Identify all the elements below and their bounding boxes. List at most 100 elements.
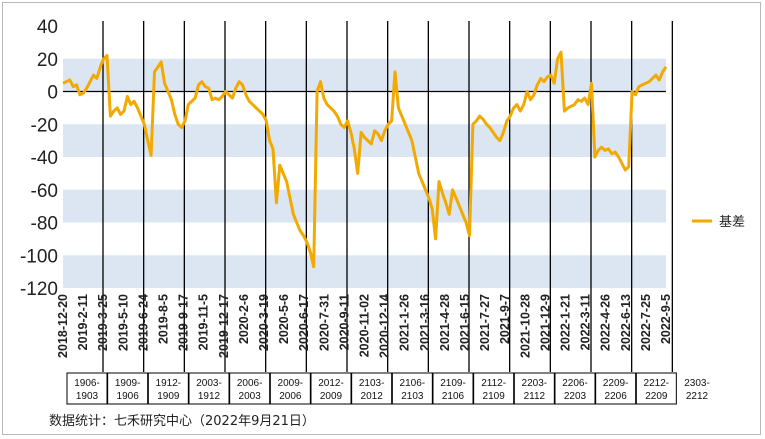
contract-label: 2106 bbox=[442, 391, 465, 402]
contract-label: 2112 bbox=[524, 391, 546, 402]
x-tick-label: 2021-9-7 bbox=[498, 294, 512, 344]
legend: 基差 bbox=[692, 215, 745, 230]
contract-box bbox=[188, 372, 230, 405]
x-tick-label: 2020-11-02 bbox=[358, 294, 372, 357]
contract-label: 2209- bbox=[603, 378, 629, 389]
contract-label: 1909 bbox=[157, 391, 180, 402]
series-line-basis bbox=[62, 50, 668, 269]
y-tick-label: 40 bbox=[37, 17, 58, 38]
contract-label: 2003- bbox=[196, 378, 222, 389]
x-tick-label: 2019-12-17 bbox=[217, 294, 231, 358]
contract-label: 2009 bbox=[320, 391, 343, 402]
x-tick-label: 2021-10-28 bbox=[518, 294, 532, 358]
x-tick-label: 2020-9-11 bbox=[337, 294, 351, 350]
contract-label: 2103- bbox=[359, 378, 385, 389]
x-tick-label: 2021-4-28 bbox=[438, 294, 452, 351]
x-tick-label: 2022-1-21 bbox=[559, 294, 573, 351]
band bbox=[63, 255, 666, 288]
source-note: 数据统计：七禾研究中心（2022年9月21日） bbox=[49, 414, 315, 429]
x-tick-label: 2022-3-11 bbox=[579, 294, 593, 350]
contract-label: 1903 bbox=[76, 391, 99, 402]
contract-box bbox=[147, 372, 189, 405]
x-tick-label: 2021-6-15 bbox=[458, 294, 472, 351]
contract-label: 2009- bbox=[278, 378, 304, 389]
band bbox=[63, 189, 666, 223]
x-tick-label: 2019-9-17 bbox=[177, 294, 191, 351]
contract-label: 2203 bbox=[564, 391, 587, 402]
x-tick-label: 2021-12-9 bbox=[538, 294, 552, 351]
x-tick-label: 2021-3-16 bbox=[418, 294, 432, 351]
y-tick-label: -60 bbox=[31, 181, 58, 202]
contract-label: 2006 bbox=[279, 391, 302, 402]
contract-box bbox=[554, 372, 596, 405]
background-bands bbox=[63, 58, 666, 288]
y-tick-label: -40 bbox=[31, 148, 58, 169]
x-tick-label: 2019-5-10 bbox=[116, 294, 130, 351]
x-tick-label: 2021-7-27 bbox=[478, 294, 492, 351]
band bbox=[63, 124, 666, 157]
contract-label: 2206 bbox=[605, 391, 628, 402]
x-tick-label: 2022-9-5 bbox=[659, 294, 673, 344]
contract-label: 2003 bbox=[239, 391, 262, 402]
contract-label: 1912 bbox=[198, 391, 221, 402]
contract-box bbox=[229, 372, 271, 405]
contract-label: 1912- bbox=[156, 378, 182, 389]
contract-box bbox=[66, 372, 108, 405]
contract-box bbox=[391, 372, 433, 405]
x-tick-label: 2019-11-5 bbox=[197, 294, 211, 350]
contract-box bbox=[269, 372, 311, 405]
contract-box bbox=[107, 372, 149, 405]
contract-label: 2203- bbox=[522, 378, 548, 389]
contract-label: 2012 bbox=[361, 391, 384, 402]
contract-label: 2112- bbox=[481, 378, 506, 389]
x-tick-label: 2022-4-26 bbox=[599, 294, 613, 351]
chart-frame bbox=[2, 2, 761, 435]
x-tick-label: 2020-7-31 bbox=[317, 294, 331, 351]
contract-label: 2206- bbox=[562, 378, 588, 389]
contract-label: 2212 bbox=[686, 391, 709, 402]
y-tick-label: -80 bbox=[31, 214, 58, 235]
y-tick-label: 0 bbox=[47, 83, 58, 104]
x-tick-label: 2022-7-25 bbox=[639, 294, 653, 351]
y-tick-label: -120 bbox=[20, 279, 58, 300]
legend-label: 基差 bbox=[719, 215, 745, 230]
contract-label: 2303- bbox=[684, 378, 710, 389]
x-tick-label: 2021-1-26 bbox=[398, 294, 412, 351]
x-tick-label: 2019-6-24 bbox=[136, 294, 150, 351]
y-tick-label: 20 bbox=[37, 50, 58, 71]
contract-label: 2006- bbox=[237, 378, 263, 389]
x-tick-label: 2020-2-6 bbox=[237, 294, 251, 344]
contract-label: 2106- bbox=[400, 378, 426, 389]
y-tick-label: -100 bbox=[20, 246, 58, 267]
contract-label: 2212- bbox=[644, 378, 670, 389]
contract-box bbox=[310, 372, 352, 405]
contract-label: 2109 bbox=[483, 391, 506, 402]
x-tick-label: 2019-8-5 bbox=[157, 294, 171, 344]
contract-label: 1906- bbox=[74, 378, 100, 389]
contract-box bbox=[432, 372, 474, 405]
x-tick-label: 2020-3-19 bbox=[257, 294, 271, 351]
contract-label: 2209 bbox=[645, 391, 668, 402]
contract-boxes: 1906- 1903 1909- 1906 1912- 1909 2003- 1912 2006… bbox=[66, 372, 710, 405]
y-tick-label: -20 bbox=[31, 115, 58, 136]
contract-label: 2012- bbox=[318, 378, 344, 389]
contract-box bbox=[635, 372, 677, 405]
contract-box bbox=[513, 372, 555, 405]
contract-label: 1906 bbox=[117, 391, 140, 402]
x-tick-label: 2020-6-17 bbox=[297, 294, 311, 351]
contract-box bbox=[351, 372, 393, 405]
contract-box bbox=[473, 372, 515, 405]
x-tick-label: 2022-6-13 bbox=[619, 294, 633, 351]
x-tick-label: 2020-12-14 bbox=[378, 294, 392, 358]
contract-label: 2103 bbox=[401, 391, 424, 402]
x-tick-label: 2018-12-20 bbox=[56, 294, 70, 358]
contract-label: 1909- bbox=[115, 378, 141, 389]
contract-box bbox=[595, 372, 637, 405]
x-axis-labels: 2018-12-20 2019-2-11 2019-3-25 2019-5-10 201… bbox=[56, 294, 673, 358]
y-axis-labels: 40 20 0 -20 -40 -60 -80 -100 -120 bbox=[20, 17, 58, 300]
x-tick-label: 2020-5-6 bbox=[277, 294, 291, 344]
x-tick-label: 2019-3-25 bbox=[96, 294, 110, 351]
x-tick-label: 2019-2-11 bbox=[76, 294, 90, 350]
contract-label: 2109- bbox=[440, 378, 466, 389]
